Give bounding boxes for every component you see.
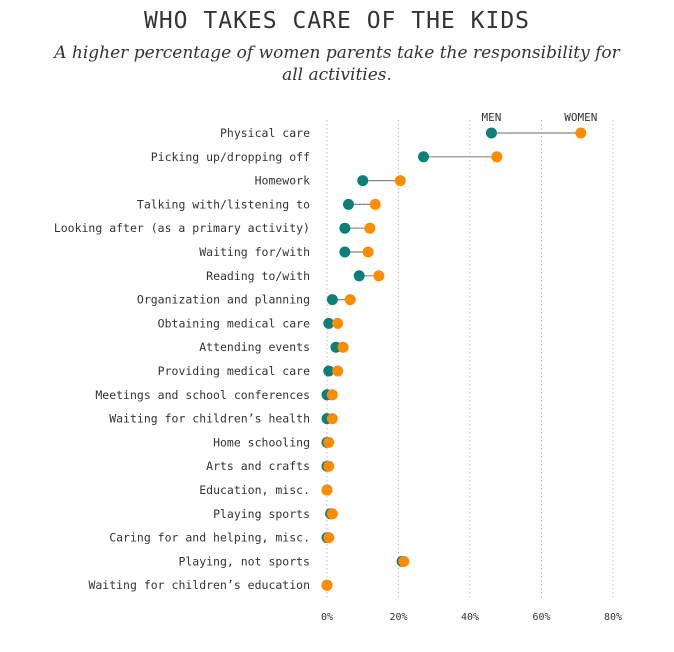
connectors bbox=[327, 132, 581, 563]
data-point bbox=[394, 175, 406, 187]
category-label: Organization and planning bbox=[137, 293, 310, 307]
category-label: Providing medical care bbox=[158, 364, 310, 378]
data-point bbox=[418, 151, 430, 163]
data-point bbox=[491, 151, 503, 163]
data-point bbox=[323, 317, 335, 329]
category-label: Playing sports bbox=[213, 507, 310, 521]
category-label: Waiting for children’s education bbox=[88, 578, 310, 592]
category-label: Homework bbox=[255, 174, 310, 188]
x-tick-label: 60% bbox=[532, 612, 550, 623]
data-point bbox=[332, 365, 344, 377]
chart-subtitle: A higher percentage of women parents tak… bbox=[54, 43, 620, 85]
data-point bbox=[353, 270, 365, 282]
data-point bbox=[369, 198, 381, 210]
data-points bbox=[321, 127, 587, 591]
category-label: Waiting for/with bbox=[199, 245, 310, 259]
data-point bbox=[321, 484, 333, 496]
data-point bbox=[342, 198, 354, 210]
category-label: Obtaining medical care bbox=[158, 316, 310, 330]
category-label: Arts and crafts bbox=[206, 459, 310, 473]
x-tick-label: 80% bbox=[604, 612, 622, 623]
gridlines bbox=[326, 120, 614, 598]
category-label: Physical care bbox=[220, 126, 310, 140]
x-axis: 0% 20% 40% 60% 80% bbox=[321, 612, 622, 623]
legend-entry: MEN bbox=[482, 111, 502, 124]
category-label: Attending events bbox=[199, 340, 310, 354]
x-tick-label: 0% bbox=[321, 612, 333, 623]
data-point bbox=[344, 294, 356, 306]
data-point bbox=[339, 246, 351, 258]
category-label: Picking up/dropping off bbox=[151, 150, 310, 164]
data-point bbox=[326, 389, 338, 401]
category-label: Reading to/with bbox=[206, 269, 310, 283]
category-label: Waiting for children’s health bbox=[109, 412, 310, 426]
category-label: Meetings and school conferences bbox=[95, 388, 310, 402]
data-point bbox=[323, 460, 335, 472]
category-label: Talking with/listening to bbox=[137, 197, 310, 211]
data-point bbox=[323, 532, 335, 544]
data-point bbox=[575, 127, 587, 139]
x-tick-label: 40% bbox=[461, 612, 479, 623]
data-point bbox=[323, 365, 335, 377]
data-point bbox=[321, 579, 333, 591]
category-label: Playing, not sports bbox=[178, 554, 310, 568]
category-label: Education, misc. bbox=[199, 483, 310, 497]
data-point bbox=[485, 127, 497, 139]
data-point bbox=[362, 246, 374, 258]
data-point bbox=[326, 294, 338, 306]
legend: MEN WOMEN bbox=[482, 111, 598, 124]
data-point bbox=[326, 413, 338, 425]
category-label: Caring for and helping, misc. bbox=[109, 531, 310, 545]
data-point bbox=[357, 175, 369, 187]
category-labels: Physical care Picking up/dropping off Home… bbox=[54, 126, 310, 592]
category-label: Home schooling bbox=[213, 435, 310, 449]
data-point bbox=[326, 508, 338, 520]
x-tick-label: 20% bbox=[389, 612, 407, 623]
data-point bbox=[373, 270, 385, 282]
data-point bbox=[339, 222, 351, 234]
data-point bbox=[364, 222, 376, 234]
data-point bbox=[337, 341, 349, 353]
legend-entry: WOMEN bbox=[564, 111, 597, 124]
data-point bbox=[398, 555, 410, 567]
data-point bbox=[332, 317, 344, 329]
chart-title: WHO TAKES CARE OF THE KIDS bbox=[143, 8, 531, 34]
data-point bbox=[323, 436, 335, 448]
category-label: Looking after (as a primary activity) bbox=[54, 221, 310, 235]
